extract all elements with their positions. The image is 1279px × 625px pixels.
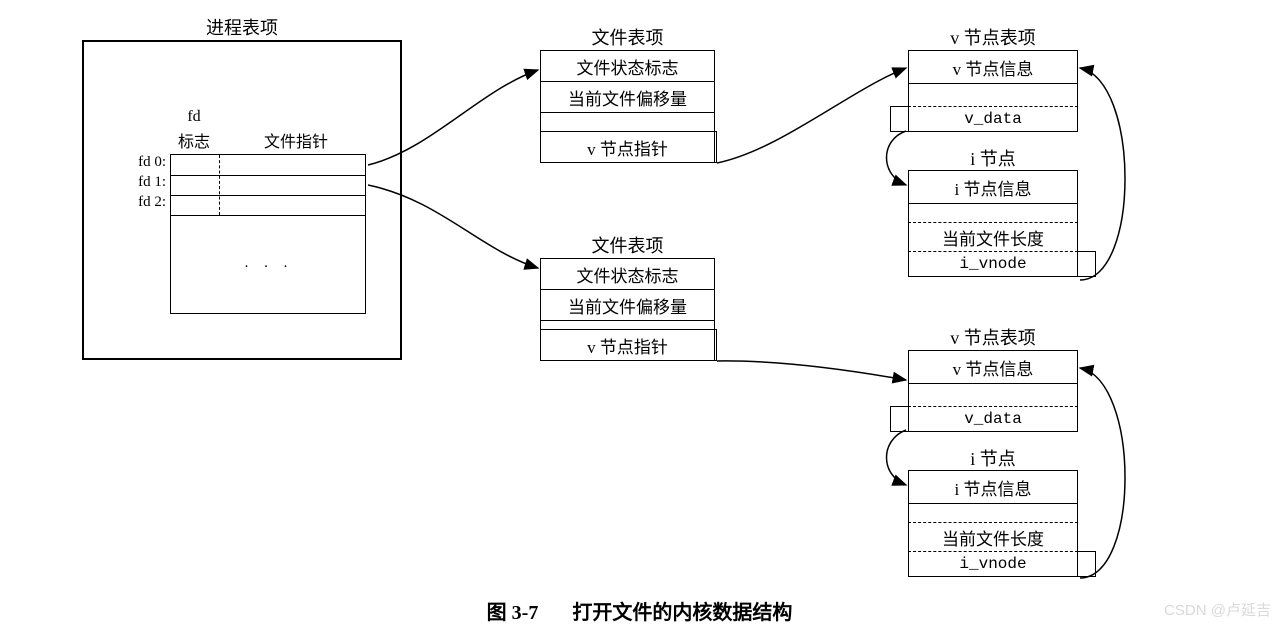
file-table-1-row-1: 当前文件偏移量 (540, 81, 715, 113)
vnode-block-1-row-1: v_data (908, 106, 1078, 132)
fd-flag-header: 标志 (170, 128, 218, 152)
inode-block-1-title: i 节点 (908, 145, 1078, 171)
inode-block-2-title: i 节点 (908, 445, 1078, 471)
vnode-block-2-vdata-box (890, 406, 909, 432)
inode-block-1-row-2: i_vnode (908, 251, 1078, 277)
file-table-2-row-2: v 节点指针 (540, 329, 715, 361)
vnode-block-1-gap (908, 83, 1078, 107)
process-table-title: 进程表项 (82, 14, 402, 40)
file-table-1-gap (540, 112, 715, 132)
fd-table-dots: . . . (171, 255, 367, 272)
fd-header: fd (170, 108, 218, 126)
file-table-1-row-0: 文件状态标志 (540, 50, 715, 82)
inode-block-2-row-0: i 节点信息 (908, 470, 1078, 504)
vnode-block-2-row-1: v_data (908, 406, 1078, 432)
figure-number: 图 3-7 (487, 602, 539, 624)
file-table-1-row-2: v 节点指针 (540, 131, 715, 163)
file-table-1-vptr-box (697, 131, 717, 163)
inode-block-2-ivnode-box (1077, 551, 1096, 577)
vnode-block-1-row-0: v 节点信息 (908, 50, 1078, 84)
inode-block-2-gap (908, 503, 1078, 523)
fd-label-2: fd 2: (118, 194, 166, 211)
file-table-2-row-1: 当前文件偏移量 (540, 289, 715, 321)
vnode-block-2-row-0: v 节点信息 (908, 350, 1078, 384)
file-table-1-title: 文件表项 (540, 24, 715, 50)
vnode-block-2-gap (908, 383, 1078, 407)
figure-caption: 图 3-7 打开文件的内核数据结构 (0, 596, 1279, 625)
inode-block-2-row-1: 当前文件长度 (908, 522, 1078, 552)
file-table-2-row-0: 文件状态标志 (540, 258, 715, 290)
file-pointer-header: 文件指针 (222, 128, 370, 152)
inode-block-1-row-1: 当前文件长度 (908, 222, 1078, 252)
watermark: CSDN @卢延吉 (1164, 599, 1271, 620)
fd-label-1: fd 1: (118, 174, 166, 191)
vnode-block-2-title: v 节点表项 (908, 324, 1078, 350)
inode-block-1-gap (908, 203, 1078, 223)
fd-table: . . . (170, 154, 366, 314)
fd-label-0: fd 0: (118, 154, 166, 171)
figure-text: 打开文件的内核数据结构 (572, 602, 792, 624)
inode-block-1-ivnode-box (1077, 251, 1096, 277)
file-table-2-vptr-box (697, 329, 717, 361)
vnode-block-1-title: v 节点表项 (908, 24, 1078, 50)
inode-block-2-row-2: i_vnode (908, 551, 1078, 577)
vnode-block-1-vdata-box (890, 106, 909, 132)
file-table-2-title: 文件表项 (540, 232, 715, 258)
inode-block-1-row-0: i 节点信息 (908, 170, 1078, 204)
